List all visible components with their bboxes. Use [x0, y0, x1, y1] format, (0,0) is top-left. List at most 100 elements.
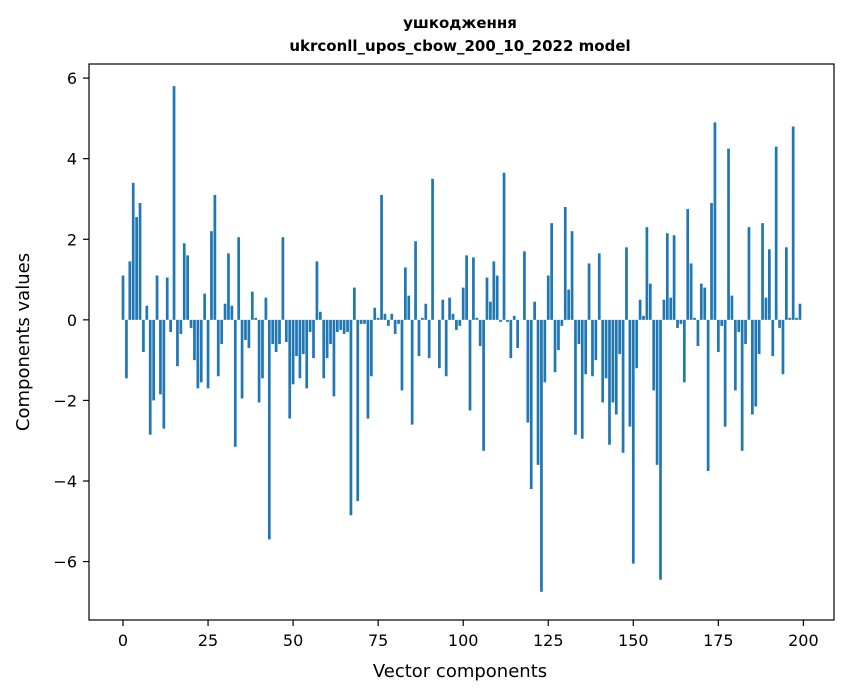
bar-146 [618, 319, 622, 355]
bar-122 [536, 319, 540, 465]
bar-159 [662, 299, 666, 320]
bar-176 [720, 319, 724, 326]
bar-181 [737, 319, 741, 332]
bar-153 [642, 315, 645, 320]
bar-113 [506, 319, 509, 322]
bar-35 [240, 319, 244, 399]
bar-72 [366, 319, 370, 419]
bar-115 [512, 315, 516, 320]
bar-192 [774, 146, 778, 320]
y-tick-label-2: 2 [67, 230, 77, 249]
bar-24 [203, 293, 207, 320]
bar-84 [407, 295, 411, 320]
bar-137 [587, 263, 591, 320]
bar-91 [431, 178, 434, 320]
bar-47 [281, 237, 285, 320]
bar-32 [230, 305, 234, 320]
y-tick-label--6: −6 [53, 553, 77, 572]
bar-99 [458, 319, 462, 326]
bar-70 [359, 319, 363, 324]
bar-56 [312, 319, 315, 359]
bar-168 [693, 317, 696, 320]
y-tick-label-6: 6 [67, 69, 77, 88]
bar-77 [383, 313, 387, 320]
bar-76 [380, 194, 383, 320]
bar-53 [301, 319, 305, 355]
bar-198 [795, 317, 798, 320]
bar-162 [672, 235, 676, 320]
bar-1 [125, 319, 128, 379]
bar-144 [611, 319, 615, 403]
plot-frame [88, 63, 835, 621]
bar-66 [346, 319, 349, 332]
bar-88 [421, 317, 424, 320]
bar-196 [788, 317, 792, 320]
x-tick-label-125: 125 [533, 631, 564, 650]
bar-65 [342, 319, 346, 334]
bar-119 [526, 319, 530, 423]
bar-171 [703, 287, 707, 320]
bar-51 [295, 319, 298, 357]
x-axis-label: Vector components [373, 661, 547, 682]
bar-57 [315, 261, 319, 320]
bar-58 [318, 311, 322, 320]
bar-21 [193, 319, 196, 361]
bar-105 [478, 319, 482, 347]
bar-177 [723, 319, 727, 427]
bar-67 [349, 319, 353, 516]
bar-185 [751, 319, 754, 415]
bar-140 [597, 253, 601, 320]
bar-129 [560, 319, 564, 326]
bar-160 [665, 233, 669, 320]
bar-27 [213, 194, 217, 320]
bar-103 [472, 257, 475, 320]
bar-71 [363, 319, 366, 324]
bar-149 [628, 319, 632, 427]
x-tick-label-0: 0 [118, 631, 128, 650]
bar-167 [689, 263, 693, 320]
x-tick-label-75: 75 [368, 631, 388, 650]
bar-62 [332, 319, 336, 397]
y-tick-label--2: −2 [53, 391, 77, 410]
bar-64 [339, 319, 343, 330]
bar-90 [427, 319, 431, 359]
bar-85 [410, 319, 414, 425]
bar-33 [233, 319, 237, 447]
x-tick-label-25: 25 [198, 631, 218, 650]
bar-136 [584, 319, 588, 375]
bar-23 [199, 319, 203, 383]
bar-195 [785, 247, 788, 320]
bar-158 [659, 319, 662, 580]
bar-169 [696, 319, 700, 347]
y-axis-label: Components values [13, 253, 34, 431]
bar-2 [128, 261, 132, 320]
bar-80 [393, 319, 397, 334]
bar-75 [376, 317, 380, 320]
bar-157 [655, 319, 659, 465]
bar-46 [278, 319, 281, 345]
bar-60 [325, 319, 329, 359]
bar-173 [710, 203, 713, 320]
bar-3 [131, 182, 135, 320]
y-tick-label--4: −4 [53, 472, 77, 491]
bar-189 [764, 297, 768, 320]
bar-193 [778, 319, 781, 328]
bar-series [121, 86, 802, 592]
bar-139 [594, 319, 598, 361]
bar-78 [387, 319, 390, 326]
bar-107 [485, 277, 489, 320]
bar-121 [533, 301, 536, 320]
bar-133 [574, 319, 577, 435]
bar-182 [740, 319, 744, 451]
chart-title-line-2: ukrconll_upos_cbow_200_10_2022 model [289, 37, 630, 55]
x-axis-ticks: 0 25 50 75 100 125 150 175 200 [118, 620, 819, 650]
bar-147 [621, 319, 625, 453]
bar-41 [261, 319, 264, 379]
bar-112 [502, 172, 506, 320]
bar-4 [135, 217, 138, 320]
bar-61 [329, 319, 332, 345]
x-tick-label-150: 150 [618, 631, 649, 650]
bar-15 [172, 86, 176, 320]
bar-110 [495, 275, 499, 320]
bar-114 [509, 319, 513, 359]
